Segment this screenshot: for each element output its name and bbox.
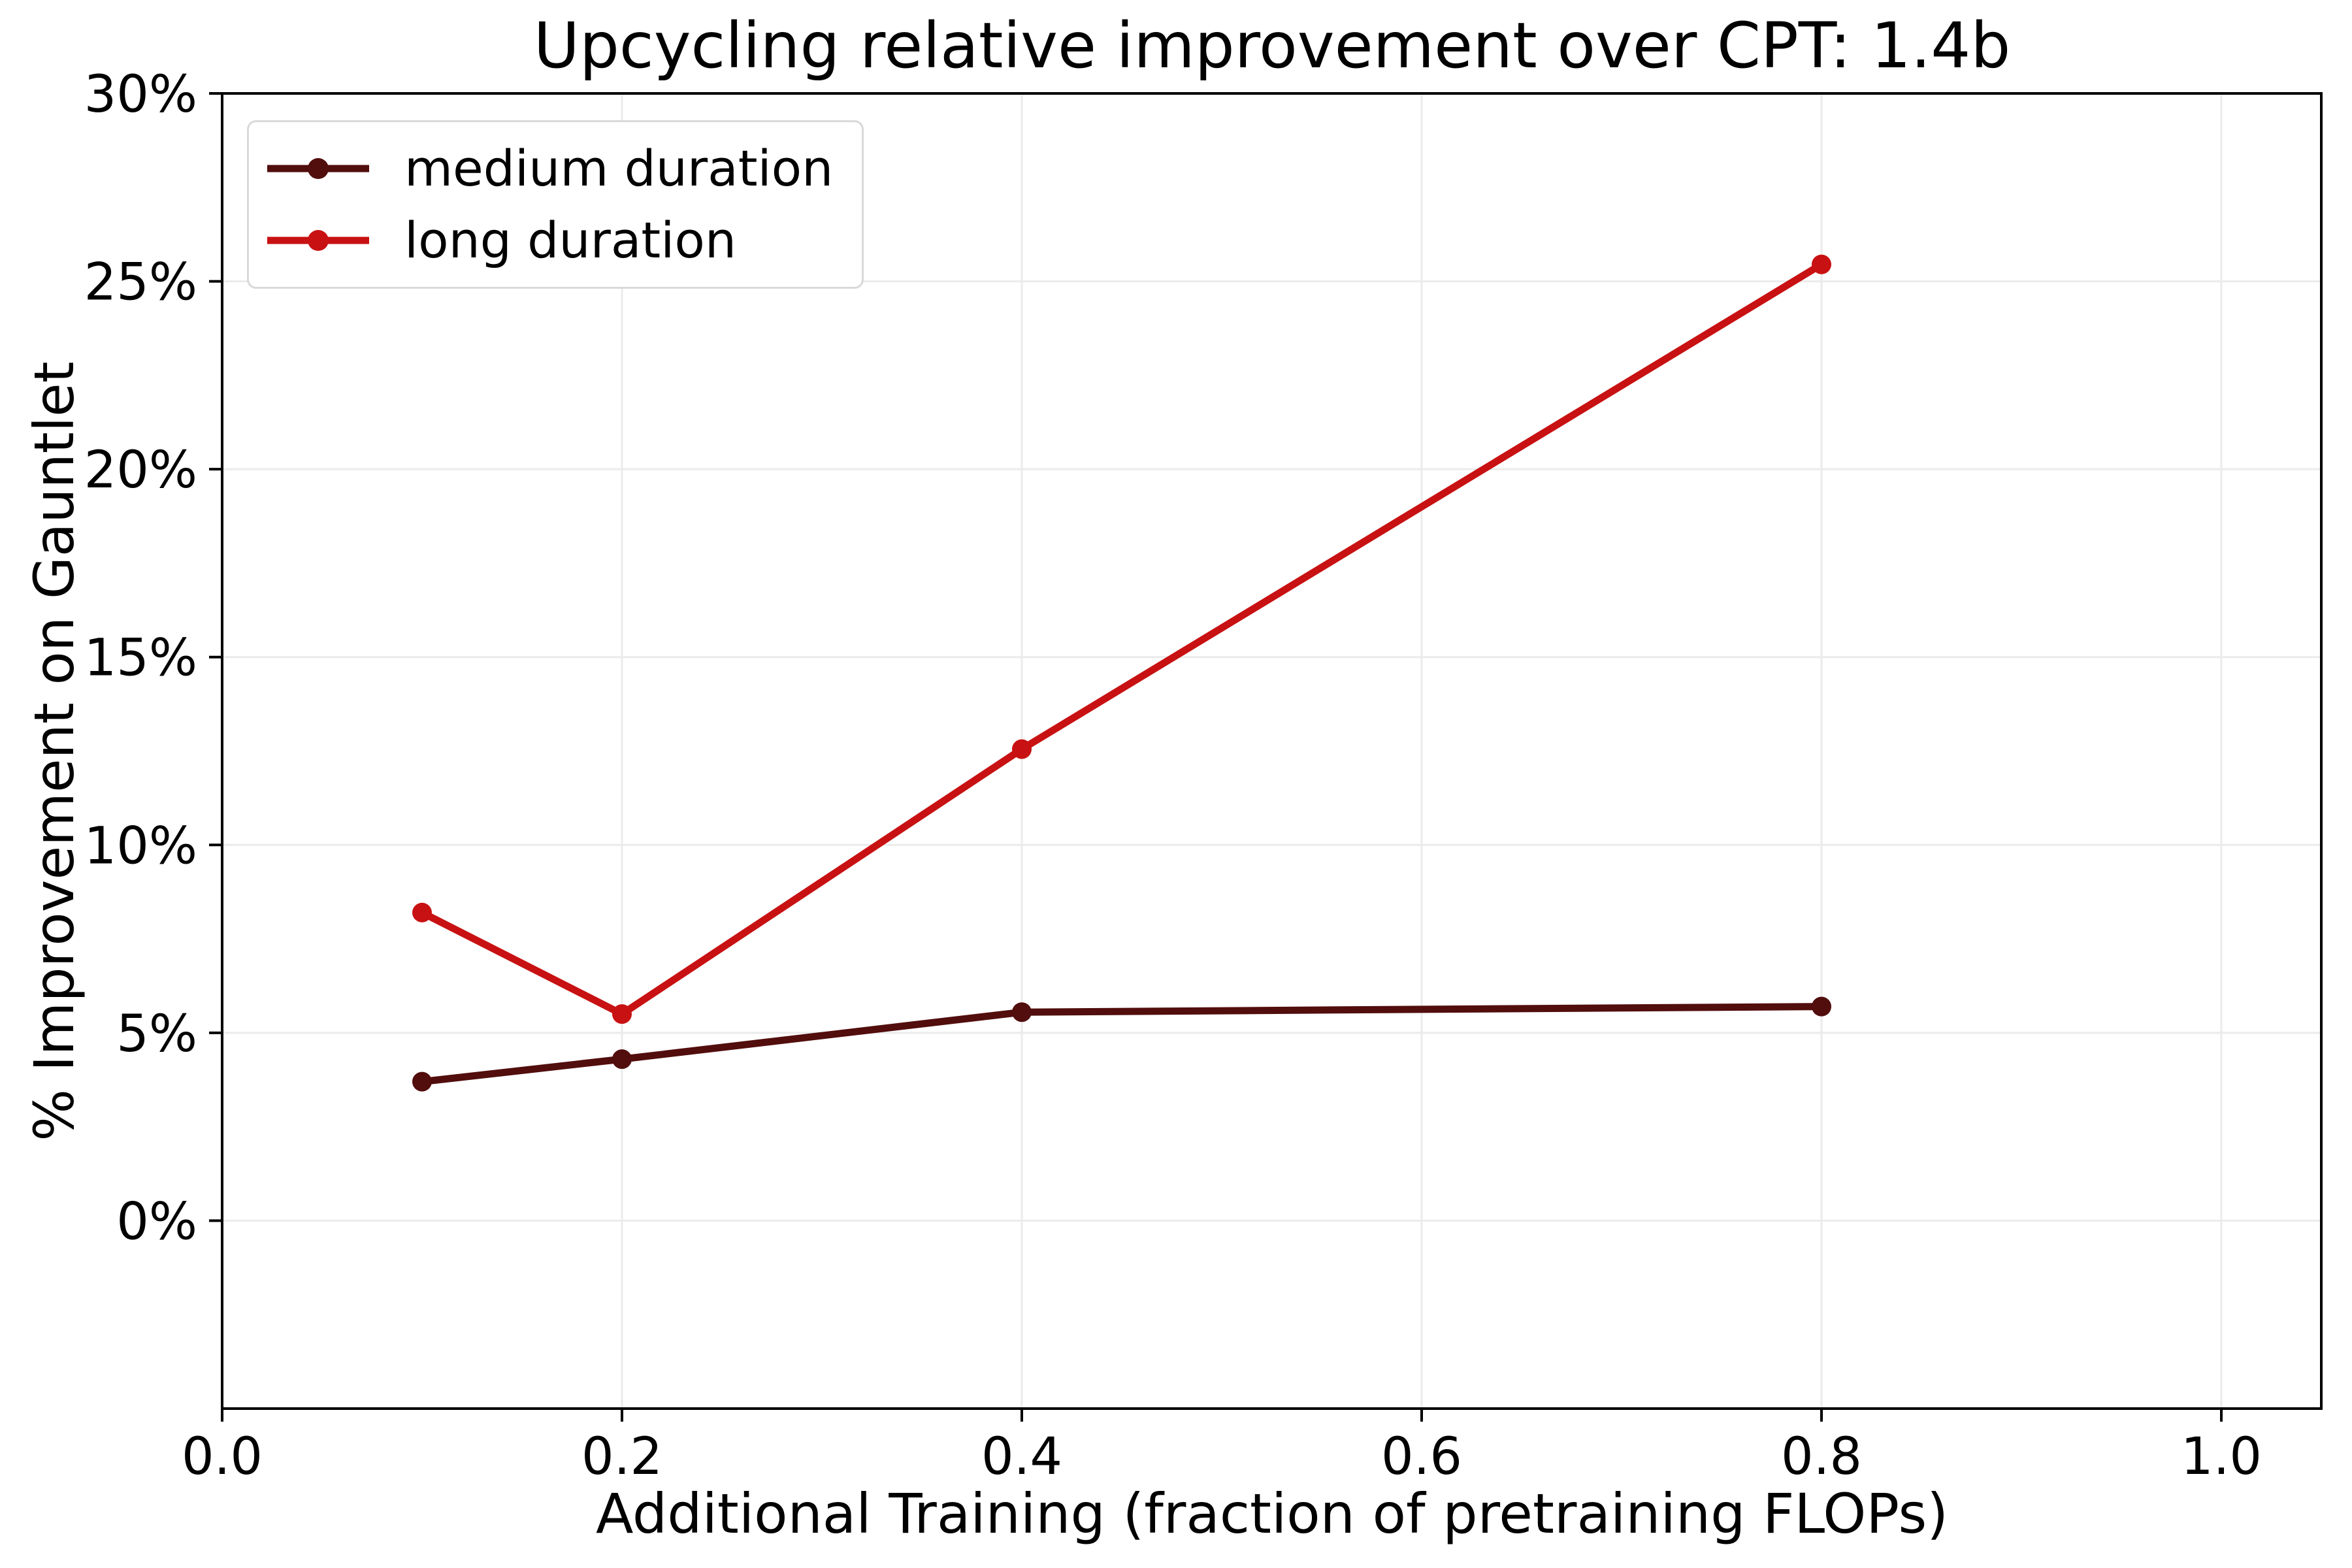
y-axis-label: % Improvement on Gauntlet	[22, 361, 86, 1141]
data-point	[612, 1004, 632, 1024]
series-layer	[412, 254, 1831, 1092]
legend-line-marker-icon	[267, 158, 369, 179]
data-point	[1812, 996, 1831, 1017]
y-tick-label: 15%	[84, 629, 197, 688]
series-long-duration	[412, 254, 1831, 1024]
grid-layer	[221, 92, 2321, 1409]
legend-label: long duration	[404, 211, 736, 269]
x-tick-label: 0.6	[1381, 1428, 1462, 1486]
data-point	[612, 1049, 632, 1070]
legend-label: medium duration	[404, 139, 834, 197]
y-tick-label: 25%	[84, 253, 197, 312]
data-point	[412, 902, 432, 923]
x-tick-label: 0.4	[981, 1428, 1062, 1486]
legend-entry-medium-duration: medium duration	[266, 133, 833, 204]
series-line	[418, 1003, 1825, 1086]
y-tick-label: 20%	[84, 441, 197, 500]
legend-sample-dot	[308, 158, 329, 179]
y-tick-label: 10%	[84, 817, 197, 875]
axes-layer	[209, 92, 2323, 1422]
chart-title: Upcycling relative improvement over CPT:…	[534, 9, 2011, 82]
x-tick-label: 0.8	[1781, 1428, 1862, 1486]
x-tick-label: 0.2	[581, 1428, 662, 1486]
y-tick-label: 0%	[116, 1192, 197, 1251]
data-point	[1012, 1002, 1032, 1022]
series-line	[418, 261, 1825, 1019]
data-point	[412, 1071, 432, 1092]
y-tick-label: 5%	[116, 1005, 197, 1064]
y-tick-label: 30%	[84, 65, 197, 124]
series-medium-duration	[412, 996, 1831, 1092]
data-point	[1012, 739, 1032, 759]
tick-label-layer: 0.0 0.2 0.4 0.6 0.8 1.0 0% 5% 10% 15% 20% 25% 30%	[84, 65, 2262, 1486]
x-axis-label: Additional Training (fraction of pretrai…	[596, 1482, 1948, 1546]
legend-entry-long-duration: long duration	[266, 204, 833, 276]
plot-border	[221, 92, 2323, 1410]
data-point	[1812, 254, 1831, 274]
legend: medium duration long duration	[247, 120, 864, 289]
legend-sample-dot	[308, 230, 329, 251]
x-tick-label: 1.0	[2181, 1428, 2262, 1486]
x-tick-label: 0.0	[182, 1428, 263, 1486]
legend-line-marker-icon	[267, 230, 369, 251]
